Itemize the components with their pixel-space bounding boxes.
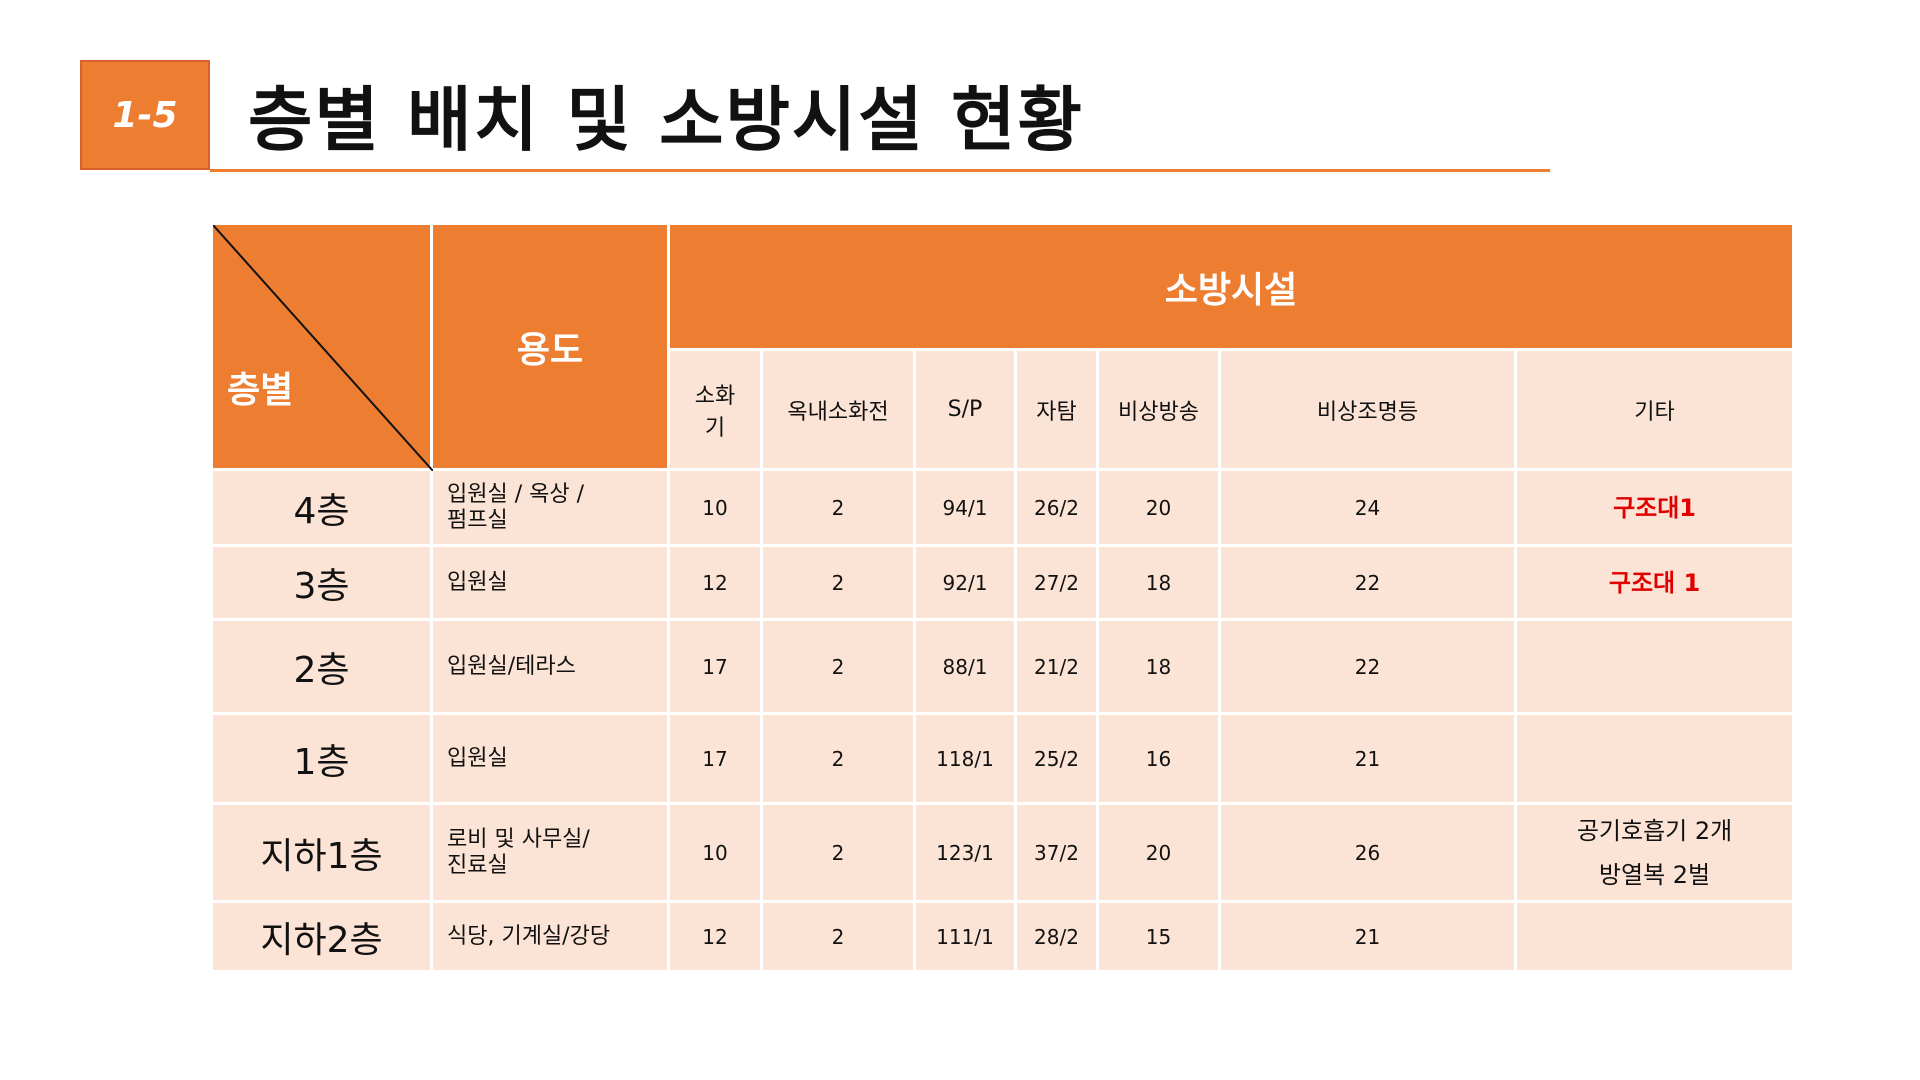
col-sprinkler-cell: 118/1 <box>913 712 1017 805</box>
col-emergency-broadcast-header: 비상방송 <box>1096 348 1221 471</box>
col-indoor-hydrant-cell: 2 <box>760 468 916 547</box>
use-cell: 입원실 <box>430 544 670 621</box>
col-emergency-broadcast-cell: 20 <box>1096 802 1221 903</box>
misc-cell: 구조대 1 <box>1513 544 1796 621</box>
col-auto-detection-cell: 27/2 <box>1014 544 1099 621</box>
col-emergency-lighting-cell: 21 <box>1218 712 1517 805</box>
col-fire-extinguisher-cell: 10 <box>667 468 763 547</box>
col-sprinkler-cell: 94/1 <box>913 468 1017 547</box>
col-auto-detection-cell: 28/2 <box>1014 900 1099 973</box>
col-misc-header: 기타 <box>1513 348 1796 471</box>
col-emergency-lighting-cell: 22 <box>1218 618 1517 715</box>
section-number-badge: 1-5 <box>80 60 210 170</box>
col-emergency-broadcast-cell: 20 <box>1096 468 1221 547</box>
col-emergency-lighting-cell: 26 <box>1218 802 1517 903</box>
use-cell: 입원실 <box>430 712 670 805</box>
col-auto-detection-cell: 26/2 <box>1014 468 1099 547</box>
table-row: 1층 입원실 17 2 118/1 25/2 16 21 <box>210 712 1796 805</box>
col-indoor-hydrant-cell: 2 <box>760 544 916 621</box>
col-auto-detection-header: 자탐 <box>1014 348 1099 471</box>
misc-cell: 공기호흡기 2개 방열복 2벌 <box>1513 802 1796 903</box>
col-fire-extinguisher-cell: 12 <box>667 900 763 973</box>
col-emergency-lighting-cell: 22 <box>1218 544 1517 621</box>
col-sprinkler-cell: 111/1 <box>913 900 1017 973</box>
misc-cell <box>1513 900 1796 973</box>
table-row: 3층 입원실 12 2 92/1 27/2 18 22 구조대 1 <box>210 544 1796 621</box>
table-row: 지하2층 식당, 기계실/강당 12 2 111/1 28/2 15 21 <box>210 900 1796 973</box>
col-sprinkler-cell: 123/1 <box>913 802 1017 903</box>
floor-cell: 4층 <box>210 468 433 547</box>
col-fire-extinguisher-cell: 12 <box>667 544 763 621</box>
col-emergency-lighting-cell: 21 <box>1218 900 1517 973</box>
col-emergency-lighting-cell: 24 <box>1218 468 1517 547</box>
col-auto-detection-cell: 21/2 <box>1014 618 1099 715</box>
use-cell: 식당, 기계실/강당 <box>430 900 670 973</box>
use-cell: 입원실/테라스 <box>430 618 670 715</box>
floor-cell: 1층 <box>210 712 433 805</box>
floor-cell: 지하2층 <box>210 900 433 973</box>
col-indoor-hydrant-cell: 2 <box>760 712 916 805</box>
misc-cell <box>1513 712 1796 805</box>
use-cell: 로비 및 사무실/진료실 <box>430 802 670 903</box>
col-fire-extinguisher-cell: 17 <box>667 618 763 715</box>
col-auto-detection-cell: 37/2 <box>1014 802 1099 903</box>
col-indoor-hydrant-cell: 2 <box>760 900 916 973</box>
floor-cell: 3층 <box>210 544 433 621</box>
corner-label-floor: 층별 <box>227 370 294 411</box>
col-fire-extinguisher-cell: 17 <box>667 712 763 805</box>
facilities-header: 소방시설 <box>666 222 1796 351</box>
header-row-top: 층별 용도 소방시설 <box>210 222 1796 471</box>
col-auto-detection-cell: 25/2 <box>1014 712 1099 805</box>
floor-cell: 2층 <box>210 618 433 715</box>
col-fire-extinguisher-cell: 10 <box>667 802 763 903</box>
fire-facilities-table: 층별 용도 소방시설 소화 기 옥내소화전 S/P 자탐 비상방송 비상조명등 기타 4층 입원… <box>210 222 1796 973</box>
col-emergency-broadcast-cell: 18 <box>1096 618 1221 715</box>
title-underline <box>210 169 1550 172</box>
misc-cell <box>1513 618 1796 715</box>
col-emergency-broadcast-cell: 15 <box>1096 900 1221 973</box>
col-indoor-hydrant-cell: 2 <box>760 802 916 903</box>
use-cell: 입원실 / 옥상 / 펌프실 <box>430 468 670 547</box>
col-emergency-broadcast-cell: 18 <box>1096 544 1221 621</box>
col-indoor-hydrant-cell: 2 <box>760 618 916 715</box>
col-sprinkler-header: S/P <box>913 348 1017 471</box>
col-emergency-broadcast-cell: 16 <box>1096 712 1221 805</box>
section-number: 1-5 <box>112 94 178 136</box>
table-row: 지하1층 로비 및 사무실/진료실 10 2 123/1 37/2 20 26 공기호흡기 2개… <box>210 802 1796 903</box>
col-indoor-hydrant-header: 옥내소화전 <box>760 348 916 471</box>
table-row: 2층 입원실/테라스 17 2 88/1 21/2 18 22 <box>210 618 1796 715</box>
table-row: 4층 입원실 / 옥상 / 펌프실 10 2 94/1 26/2 20 24 구조대1 <box>210 468 1796 547</box>
col-sprinkler-cell: 92/1 <box>913 544 1017 621</box>
col-emergency-lighting-header: 비상조명등 <box>1218 348 1517 471</box>
col-fire-extinguisher-header: 소화 기 <box>667 348 763 471</box>
floor-cell: 지하1층 <box>210 802 433 903</box>
use-header: 용도 <box>430 222 670 471</box>
header-row-columns: 소화 기 옥내소화전 S/P 자탐 비상방송 비상조명등 기타 <box>212 348 1796 471</box>
page-title: 층별 배치 및 소방시설 현황 <box>248 79 1084 161</box>
misc-cell: 구조대1 <box>1513 468 1796 547</box>
diagonal-line <box>213 225 433 471</box>
corner-header-cell: 층별 <box>210 222 433 471</box>
col-sprinkler-cell: 88/1 <box>913 618 1017 715</box>
